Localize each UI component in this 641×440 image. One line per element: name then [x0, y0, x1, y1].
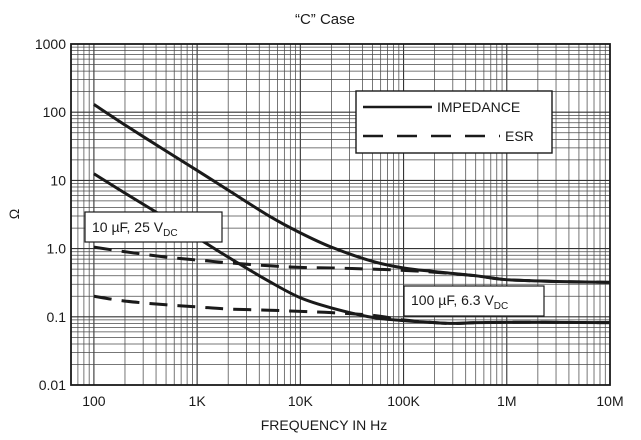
y-tick-label: 10	[50, 172, 66, 188]
annotation-100uf-sub: DC	[494, 301, 508, 312]
annotation-10uf-main: 10 µF, 25 V	[92, 219, 164, 235]
plot-frame	[70, 43, 611, 386]
legend-label-esr: ESR	[505, 128, 534, 144]
y-axis-label: Ω	[6, 209, 22, 219]
x-tick-label: 100K	[387, 393, 420, 409]
x-tick-label: 10M	[596, 393, 623, 409]
x-tick-label: 1M	[497, 393, 516, 409]
legend-label-impedance: IMPEDANCE	[437, 99, 520, 115]
x-tick-label: 100	[82, 393, 106, 409]
x-tick-label: 1K	[189, 393, 207, 409]
chart-title: “C” Case	[295, 11, 355, 28]
y-tick-label: 1000	[35, 36, 66, 52]
legend: IMPEDANCE ESR	[355, 90, 553, 154]
y-tick-label: 0.01	[39, 377, 66, 393]
esr-curve-100uf	[93, 294, 610, 325]
annotation-10uf-frame	[84, 211, 223, 243]
y-tick-label: 1.0	[47, 241, 67, 257]
legend-frame	[355, 90, 553, 154]
annotation-100uf-frame	[403, 285, 545, 317]
annotation-100uf: 100 µF, 6.3 VDC	[403, 285, 545, 317]
esr-curve-10uf	[93, 245, 610, 284]
y-tick-label: 0.1	[47, 309, 67, 325]
annotation-100uf-text: 100 µF, 6.3 VDC	[411, 292, 508, 312]
annotation-100uf-main: 100 µF, 6.3 V	[411, 292, 494, 308]
annotation-10uf: 10 µF, 25 VDC	[84, 211, 223, 243]
x-tick-label: 10K	[288, 393, 314, 409]
y-tick-label: 100	[43, 104, 67, 120]
tick-labels: 100 1K 10K 100K 1M 10M 0.01 0.1 1.0 10 100 1000	[35, 36, 624, 409]
x-axis-label: FREQUENCY IN Hz	[261, 417, 388, 433]
annotation-10uf-text: 10 µF, 25 VDC	[92, 219, 178, 239]
annotation-10uf-sub: DC	[163, 228, 177, 239]
